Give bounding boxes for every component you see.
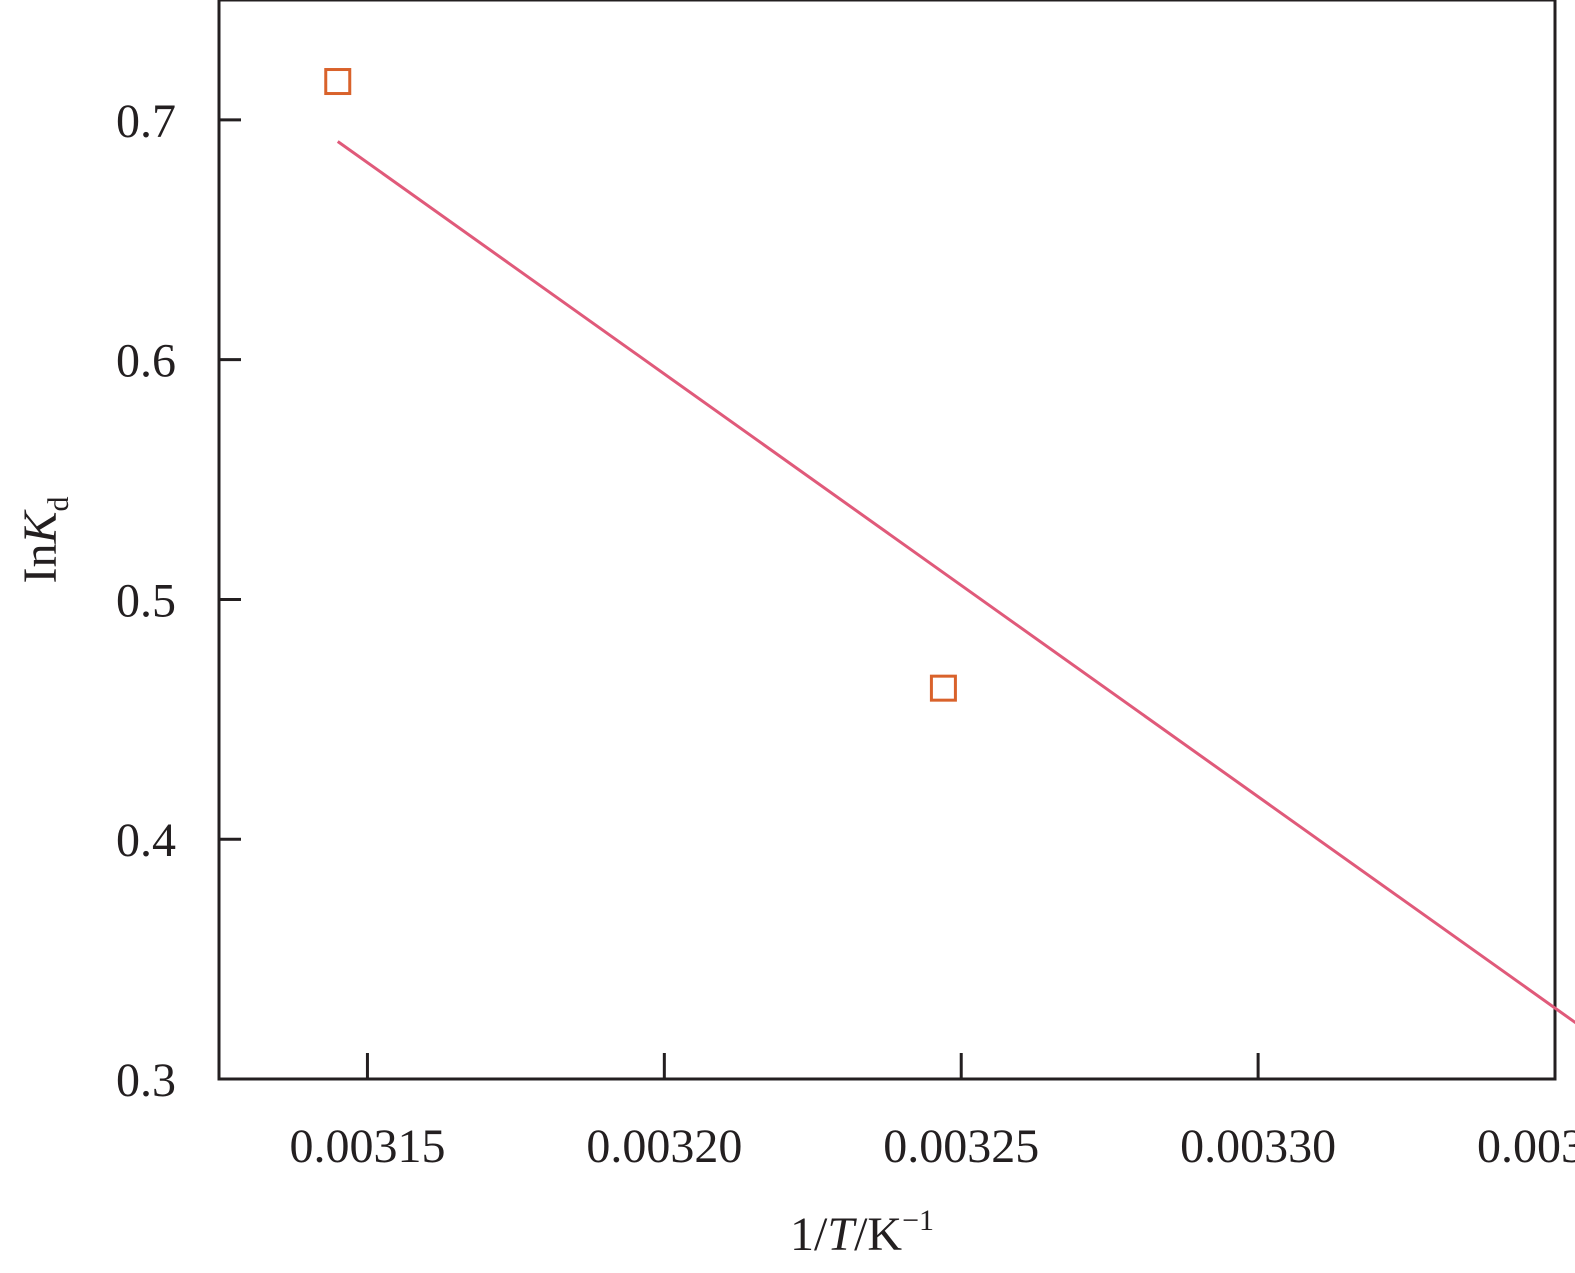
y-tick-label: 0.5 (116, 574, 176, 627)
x-tick-label: 0.00325 (883, 1120, 1039, 1173)
y-tick-label: 0.3 (116, 1054, 176, 1107)
x-axis-ticks: 0.00315 0.00320 0.00325 0.00330 0.00335 (289, 1053, 1575, 1173)
y-tick-label: 0.6 (116, 335, 176, 388)
y-tick-label: 0.7 (116, 95, 176, 148)
fit-line-group (336, 140, 1575, 1025)
plot-frame (217, 0, 1557, 1081)
data-points-group (324, 68, 957, 702)
data-point (929, 674, 957, 702)
y-tick-label: 0.4 (116, 814, 176, 867)
fit-line (336, 140, 1575, 1025)
x-tick-label: 0.00320 (586, 1120, 742, 1173)
y-axis-ticks: 0.3 0.4 0.5 0.6 0.7 (116, 95, 241, 1107)
data-point (324, 68, 352, 96)
x-tick-label: 0.00330 (1180, 1120, 1336, 1173)
x-tick-label: 0.00315 (289, 1120, 445, 1173)
y-axis-title: InKd (14, 497, 75, 584)
x-axis-title: 1/T/K−1 (790, 1204, 934, 1261)
x-tick-label: 0.00335 (1477, 1120, 1575, 1173)
